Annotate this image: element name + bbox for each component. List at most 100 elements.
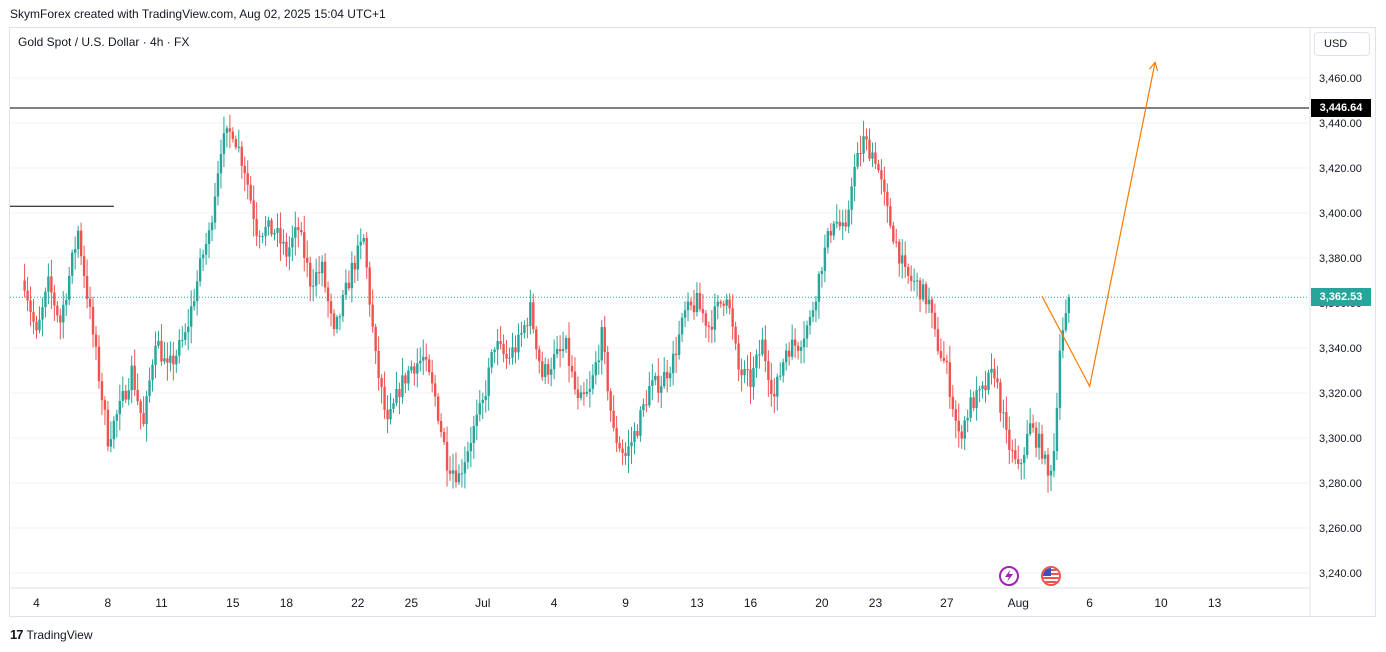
candle-body bbox=[811, 310, 815, 317]
candle-body bbox=[710, 326, 714, 330]
candle-body bbox=[686, 301, 690, 311]
lightning-icon[interactable] bbox=[999, 566, 1020, 586]
candle-body bbox=[252, 200, 255, 220]
candle-body bbox=[1055, 407, 1059, 452]
candle-body bbox=[645, 404, 648, 406]
candle-body bbox=[442, 431, 446, 442]
candle-body bbox=[100, 381, 104, 401]
candle-body bbox=[261, 236, 264, 238]
candle-body bbox=[222, 133, 226, 155]
candle-body bbox=[597, 360, 600, 363]
chart-frame bbox=[9, 27, 1376, 617]
candle-body bbox=[303, 232, 306, 258]
candle-body bbox=[195, 281, 199, 302]
candle-body bbox=[359, 241, 362, 246]
candle-body bbox=[969, 397, 972, 418]
candle-body bbox=[1023, 454, 1026, 464]
candle-body bbox=[216, 173, 220, 197]
candle-body bbox=[294, 227, 297, 238]
candle-body bbox=[187, 326, 190, 333]
x-tick-label: 9 bbox=[622, 596, 629, 610]
candle-body bbox=[972, 397, 975, 409]
candle-body bbox=[413, 366, 416, 374]
candle-body bbox=[817, 273, 821, 302]
candle-body bbox=[109, 439, 113, 447]
candle-body bbox=[630, 442, 633, 447]
symbol-title: Gold Spot / U.S. Dollar · 4h · FX bbox=[18, 35, 190, 49]
candle-body bbox=[255, 219, 258, 236]
candle-body bbox=[71, 252, 74, 276]
candle-body bbox=[886, 191, 889, 207]
x-tick-label: 10 bbox=[1154, 596, 1168, 610]
candle-body bbox=[383, 386, 386, 410]
candle-body bbox=[65, 299, 68, 305]
candle-body bbox=[219, 154, 223, 174]
candle-body bbox=[320, 261, 324, 274]
y-tick-label: 3,320.00 bbox=[1319, 388, 1362, 400]
candle-body bbox=[915, 280, 919, 282]
candle-body bbox=[50, 276, 53, 293]
candle-body bbox=[475, 414, 478, 426]
candle-body bbox=[35, 321, 38, 331]
candle-body bbox=[41, 307, 44, 320]
candle-body bbox=[904, 255, 907, 267]
candle-body bbox=[398, 388, 401, 398]
currency-button[interactable]: USD bbox=[1314, 32, 1370, 56]
candle-body bbox=[802, 338, 806, 348]
candle-body bbox=[82, 256, 86, 277]
candle-body bbox=[770, 379, 773, 394]
candle-body bbox=[642, 404, 645, 411]
candle-body bbox=[499, 341, 502, 344]
candle-body bbox=[240, 146, 243, 166]
candle-body bbox=[306, 257, 309, 263]
candle-body bbox=[535, 329, 538, 350]
candle-body bbox=[1037, 433, 1041, 448]
candle-body bbox=[136, 389, 139, 402]
candle-body bbox=[945, 360, 949, 363]
candle-body bbox=[392, 403, 395, 409]
candle-body bbox=[148, 380, 151, 397]
candle-body bbox=[555, 349, 559, 355]
x-tick-label: 13 bbox=[690, 596, 704, 610]
candle-body bbox=[698, 292, 702, 310]
candle-body bbox=[773, 393, 776, 397]
us-flag-icon[interactable] bbox=[1040, 566, 1061, 586]
flag-glyph bbox=[1042, 568, 1059, 584]
candle-body bbox=[651, 380, 654, 386]
candle-body bbox=[856, 152, 859, 167]
y-tick-label: 3,300.00 bbox=[1319, 433, 1362, 445]
candle-body bbox=[368, 267, 371, 305]
candle-body bbox=[457, 473, 461, 483]
candle-body bbox=[356, 245, 359, 270]
candle-body bbox=[460, 473, 464, 475]
candle-body bbox=[541, 361, 544, 377]
candle-body bbox=[695, 292, 699, 313]
candle-body bbox=[291, 237, 294, 248]
candle-body bbox=[844, 222, 847, 227]
candle-body bbox=[484, 395, 487, 400]
candle-body bbox=[627, 446, 630, 456]
candle-body bbox=[124, 390, 127, 400]
candle-body bbox=[389, 408, 392, 420]
tradingview-footer[interactable]: 17 TradingView bbox=[10, 627, 93, 642]
candle-body bbox=[850, 186, 853, 210]
x-tick-label: 27 bbox=[940, 596, 954, 610]
candle-body bbox=[133, 365, 136, 390]
candle-body bbox=[163, 358, 166, 362]
candle-body bbox=[582, 392, 586, 394]
candle-body bbox=[901, 255, 904, 264]
candle-body bbox=[451, 470, 455, 474]
x-tick-label: 15 bbox=[226, 596, 240, 610]
candle-body bbox=[198, 258, 202, 282]
candle-body bbox=[787, 350, 791, 357]
candle-body bbox=[59, 315, 62, 323]
candle-body bbox=[1034, 427, 1038, 448]
candle-body bbox=[243, 165, 246, 174]
candle-body bbox=[300, 230, 303, 233]
candle-body bbox=[231, 131, 235, 140]
candle-body bbox=[820, 270, 824, 274]
candle-body bbox=[344, 282, 348, 295]
candle-body bbox=[663, 371, 666, 387]
candle-body bbox=[883, 179, 886, 192]
